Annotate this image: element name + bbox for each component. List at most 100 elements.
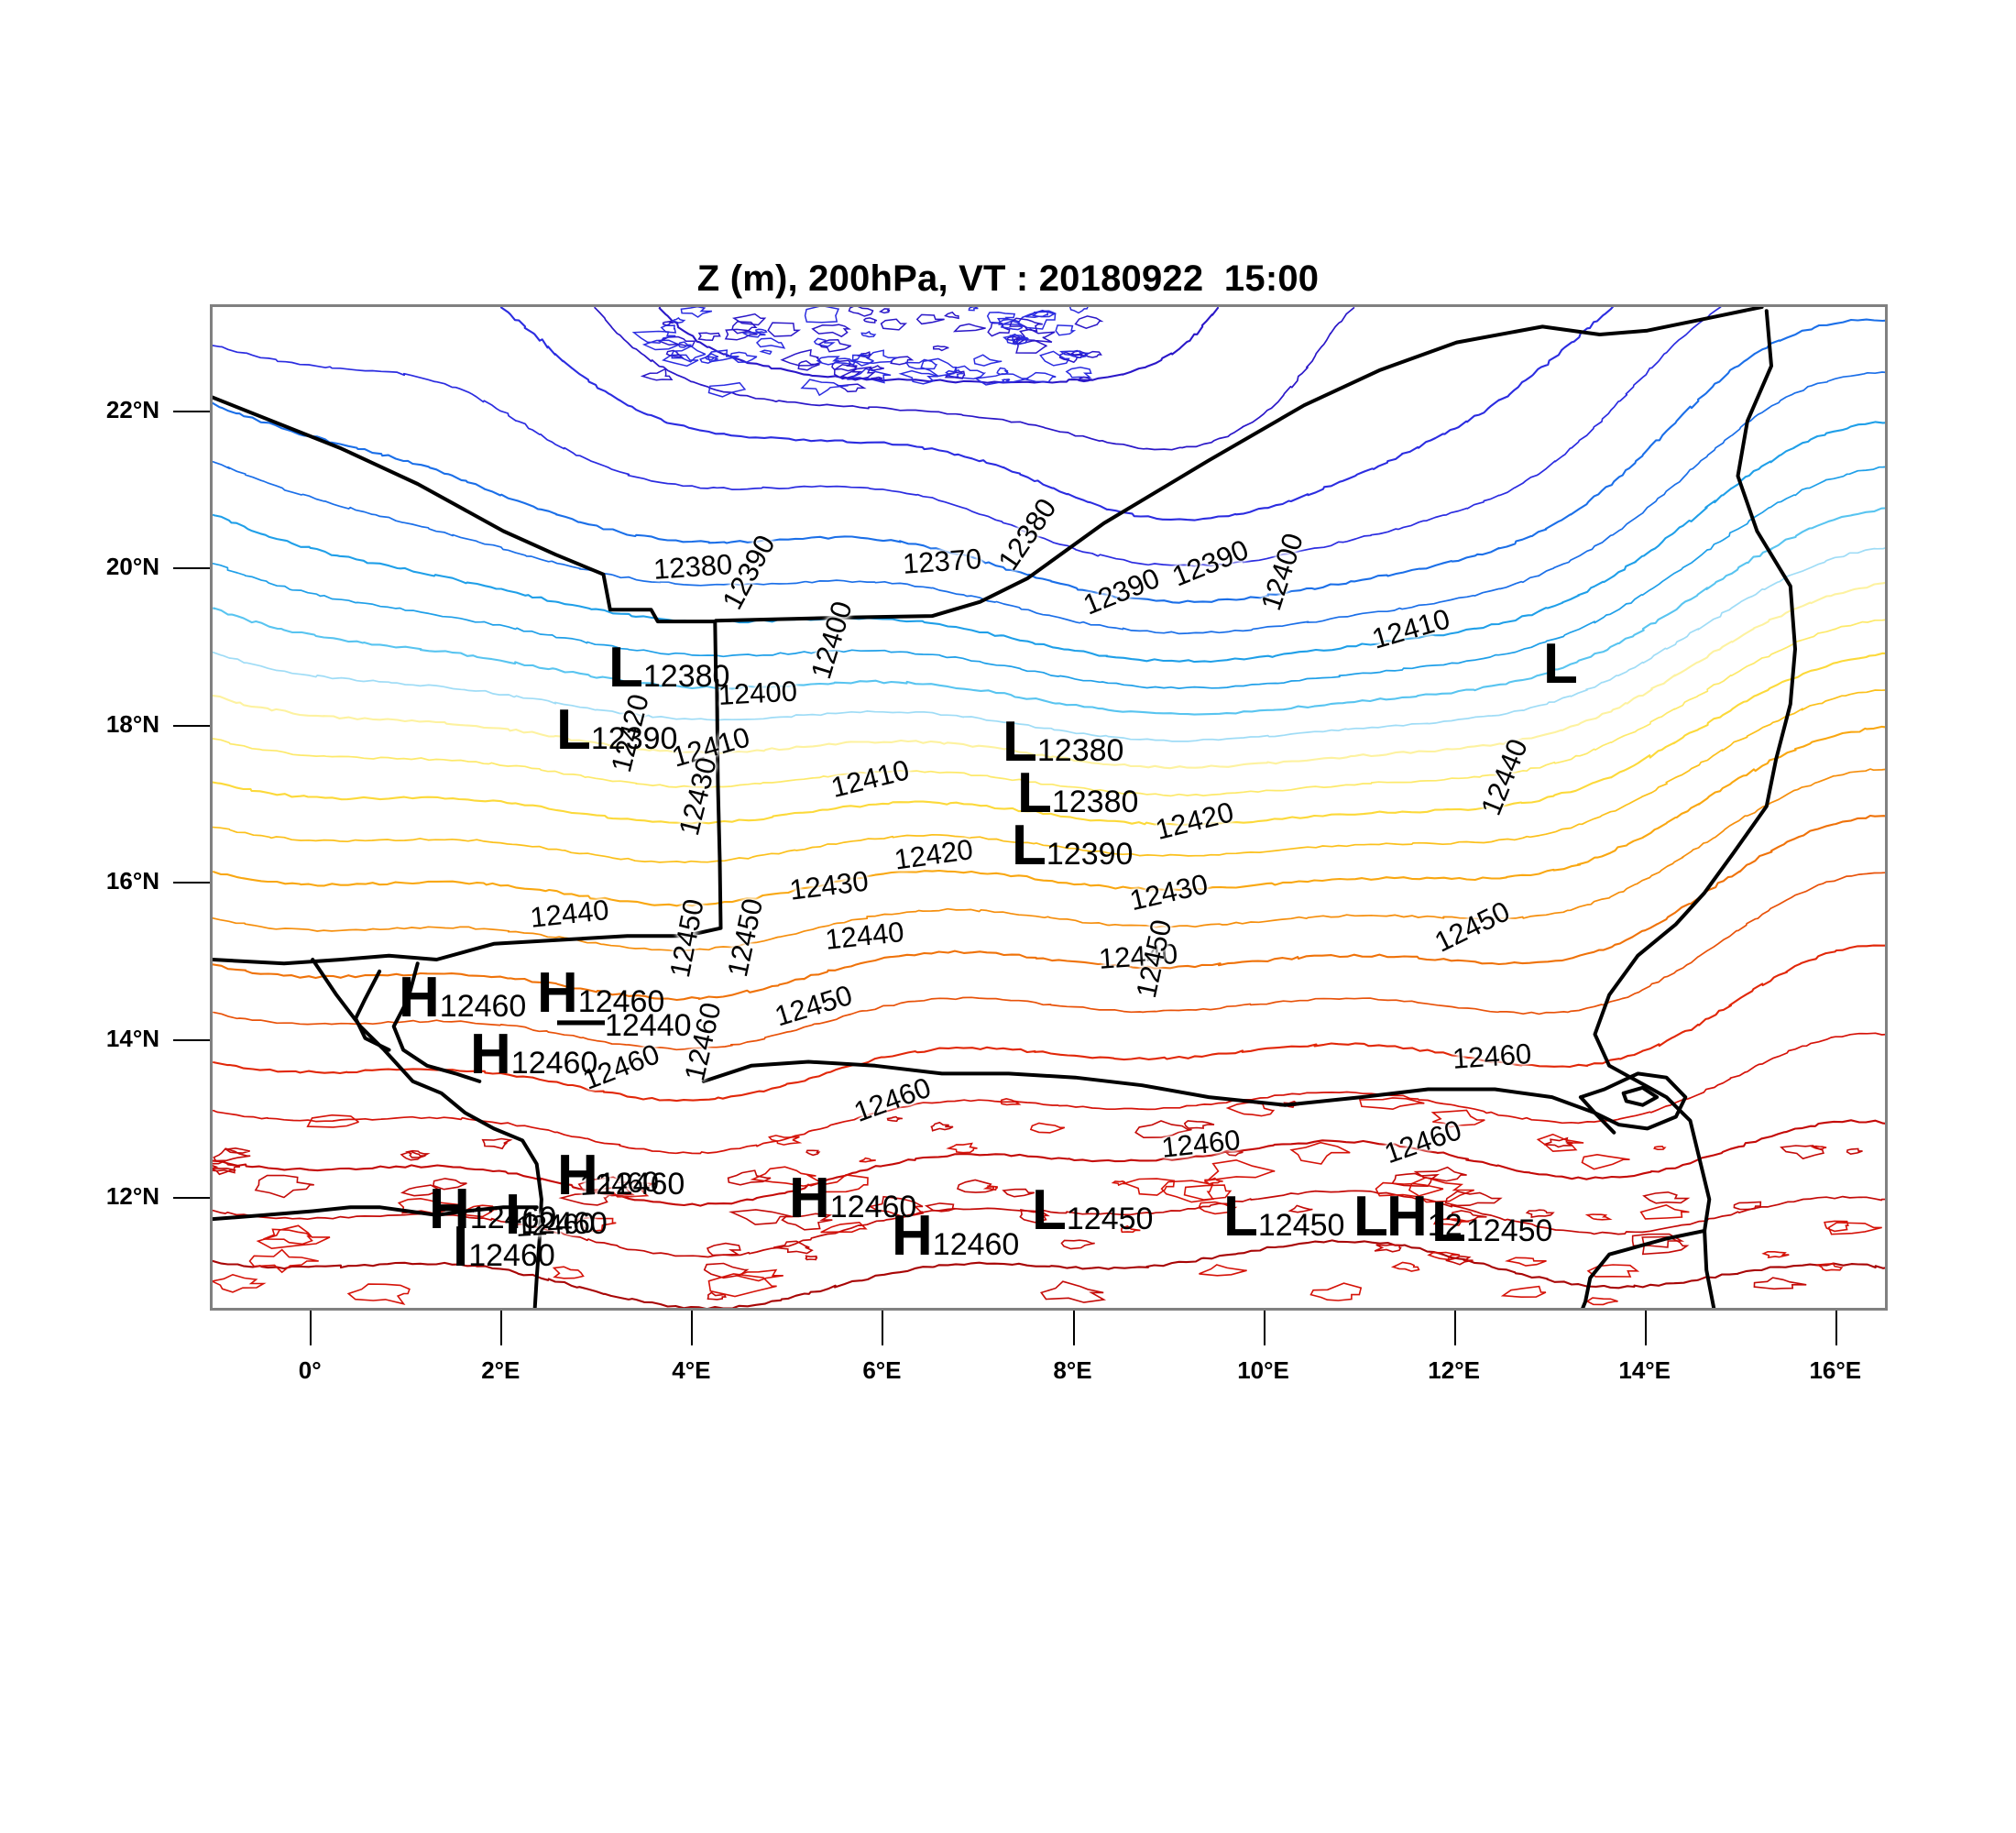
xtick-label: 8°E (1053, 1356, 1092, 1384)
contour-cell (707, 381, 747, 398)
contour-cell (1198, 1201, 1238, 1215)
contour-cell (944, 311, 959, 320)
contour-cell (662, 320, 674, 326)
contour-cell (820, 1174, 869, 1193)
extremum-value: 12450 (1257, 1208, 1345, 1243)
contour-line (213, 1119, 1885, 1207)
extremum-glyph: H (399, 966, 440, 1029)
high-marker: H12460 (429, 1181, 556, 1238)
contour-cell (831, 359, 858, 372)
ytick-mark (173, 567, 210, 570)
contour-line (213, 652, 1885, 827)
contour-cell (1761, 1251, 1790, 1258)
contour-cell (729, 351, 758, 363)
country-border (701, 1059, 1616, 1135)
contour-cell (1445, 1255, 1474, 1266)
contour-cell (1432, 1218, 1470, 1226)
contour-cell (1504, 1257, 1547, 1267)
contour-cell (805, 1255, 818, 1261)
contour-cell (768, 1135, 803, 1146)
extremum-value: 12380 (1036, 733, 1124, 768)
contour-cell (1653, 1145, 1667, 1151)
contour-cell (631, 330, 676, 344)
contour-cell (254, 1174, 314, 1199)
low-marker: L (1353, 1189, 1388, 1246)
extremum-value: 12460 (597, 1167, 685, 1202)
contour-cell (1134, 1120, 1192, 1139)
contour-cell (671, 317, 686, 324)
xtick-mark (691, 1311, 694, 1345)
country-border (213, 395, 718, 683)
contour-line (213, 725, 1885, 907)
contour-line (213, 307, 1722, 567)
contour-cell (915, 313, 945, 325)
contour-cell (755, 337, 786, 349)
contour-line (213, 814, 1885, 1002)
contour-cell (558, 1190, 615, 1206)
contour-cell (804, 307, 840, 324)
contour-cell (1223, 1148, 1244, 1157)
contour-cell (727, 1169, 772, 1186)
contour-cell (1642, 1191, 1691, 1204)
extremum-value: 12460 (439, 989, 527, 1024)
contour-cell (731, 321, 758, 335)
extremum-value: 12380 (1051, 785, 1139, 819)
xtick-mark (310, 1311, 312, 1345)
extremum-glyph: I (505, 1183, 521, 1246)
contour-cell (1543, 1136, 1573, 1148)
xtick-mark (1072, 1311, 1075, 1345)
contour-cell (1444, 1191, 1503, 1207)
contour-line (213, 872, 1885, 1051)
extremum-value: 12460 (577, 984, 665, 1019)
contour-cell (1586, 1264, 1640, 1278)
contour-cell (433, 1178, 467, 1191)
contour-cell (346, 1283, 411, 1305)
extremum-glyph: L (1032, 1179, 1067, 1242)
high-marker: H12460 (470, 1026, 597, 1083)
contour-cell (640, 368, 674, 381)
contour-cell (956, 1179, 995, 1193)
extremum-value: 12450 (1465, 1213, 1553, 1248)
contour-cell (868, 1195, 925, 1218)
country-border (311, 958, 543, 1308)
contour-cell (592, 1181, 654, 1198)
extremum-glyph: H (429, 1178, 470, 1241)
plot-frame: 12380 12370 12380 12390 12390 12390 12400 12410… (210, 304, 1888, 1311)
country-border (213, 678, 723, 966)
high-marker: H12460 (537, 965, 664, 1022)
country-border (213, 1205, 539, 1222)
contour-cell (660, 324, 677, 334)
contour-cell (724, 328, 758, 341)
country-border (714, 307, 1764, 623)
contour-cell (1309, 1282, 1363, 1301)
contour-cell (1065, 367, 1092, 379)
xtick-label: 2°E (481, 1356, 520, 1384)
contour-cell (306, 1114, 359, 1128)
contour-cell (952, 323, 986, 333)
extremum-value: 12460 (520, 1206, 608, 1241)
contour-cell (657, 335, 696, 348)
contour-cell (767, 322, 802, 337)
extremum-value: 12440 (605, 1008, 692, 1043)
contour-line (658, 307, 1220, 384)
contour-line (213, 421, 1885, 664)
contour-cell (878, 308, 891, 314)
xtick-label: 12°E (1428, 1356, 1480, 1384)
contour-cell (986, 312, 1016, 324)
contour-cell (213, 1147, 251, 1162)
contour-cell (817, 339, 852, 353)
contour-cell (1430, 1109, 1485, 1128)
contour-cell (706, 1242, 741, 1257)
extremum-glyph: L (556, 698, 591, 762)
contour-cell (1525, 1209, 1555, 1219)
contour-cell (1639, 1203, 1690, 1220)
contour-cell (862, 317, 878, 324)
contour-cell (1074, 315, 1104, 330)
extremum-value: 12460 (510, 1046, 598, 1081)
contour-cell (930, 1121, 954, 1132)
ytick-label: 12°N (105, 1181, 159, 1210)
country-border (391, 961, 482, 1083)
contour-cell (1058, 349, 1090, 358)
xtick-label: 10°E (1237, 1356, 1289, 1384)
contour-cell (574, 1216, 617, 1233)
